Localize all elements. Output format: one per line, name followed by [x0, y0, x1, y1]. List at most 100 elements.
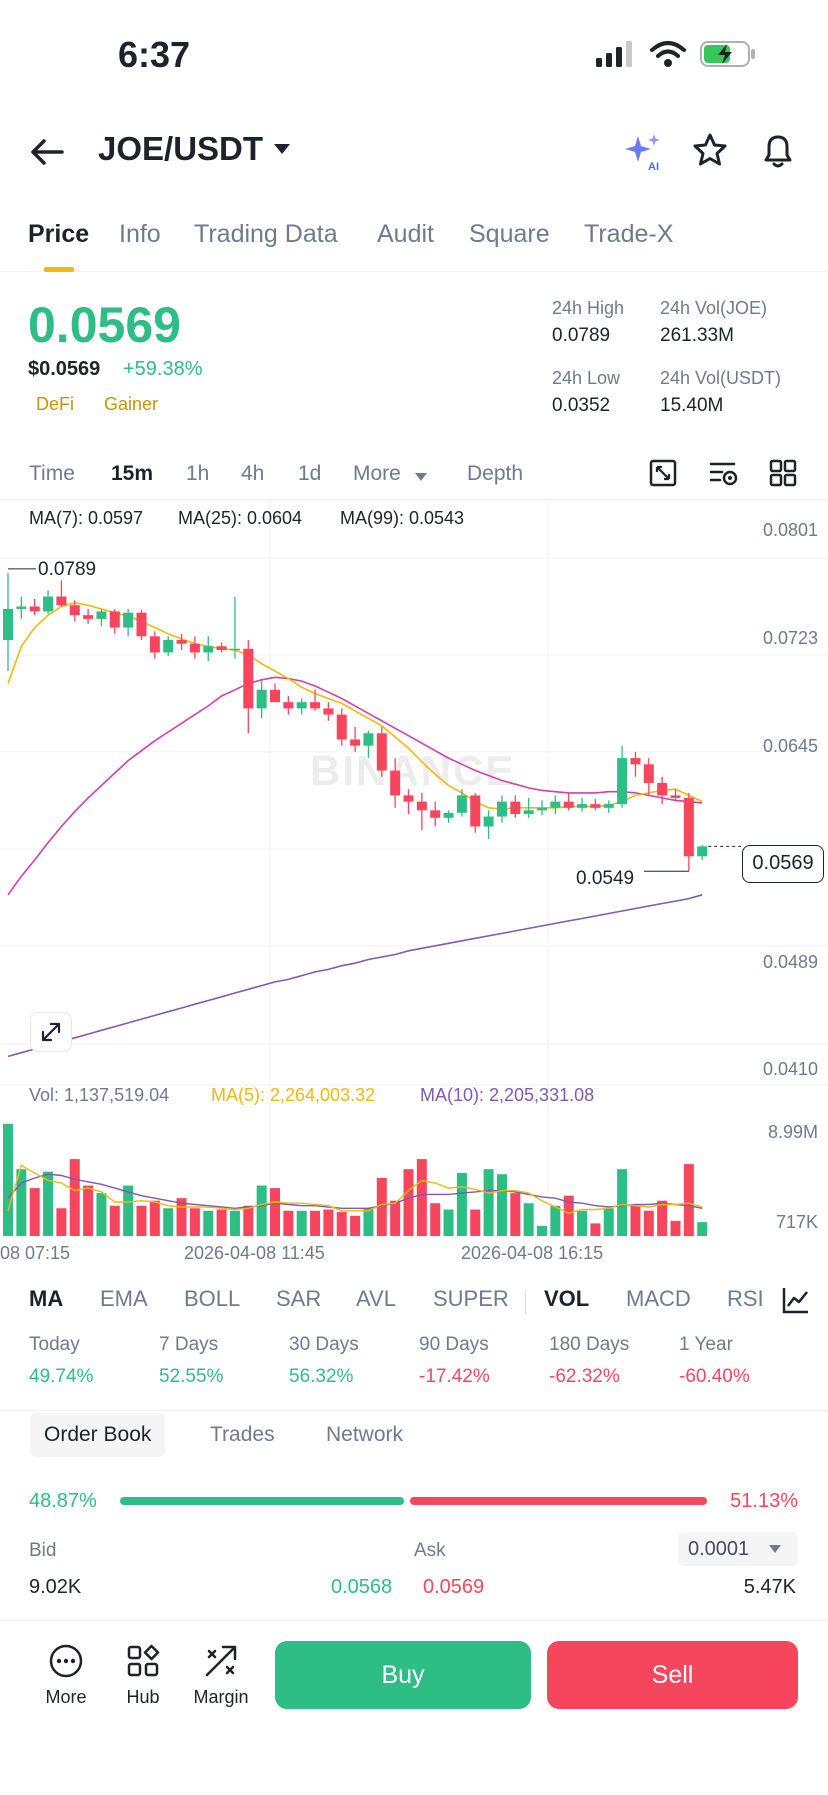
- tag-gainer[interactable]: Gainer: [104, 394, 159, 414]
- stat-24h-vol-usdt-label: 24h Vol(USDT): [660, 368, 782, 388]
- bottom-hub-label: Hub: [126, 1687, 160, 1707]
- candle-body: [643, 764, 654, 783]
- perf-label: 7 Days: [159, 1334, 219, 1355]
- indicator-vol[interactable]: VOL: [544, 1286, 590, 1311]
- indicator-boll[interactable]: BOLL: [184, 1286, 241, 1311]
- bid-column-label: Bid: [29, 1540, 57, 1561]
- volume-bar: [603, 1208, 614, 1236]
- interval-time[interactable]: Time: [29, 462, 75, 485]
- indicator-super[interactable]: SUPER: [433, 1286, 509, 1311]
- favorite-star-icon[interactable]: [692, 132, 728, 168]
- candle-body: [603, 804, 614, 808]
- candle-body: [430, 810, 441, 818]
- hub-grid-icon: [127, 1644, 160, 1677]
- volume-bar: [577, 1210, 588, 1236]
- volume-bar: [229, 1210, 240, 1236]
- perf-label: Today: [29, 1334, 80, 1355]
- tag-defi[interactable]: DeFi: [36, 394, 75, 414]
- tab-info[interactable]: Info: [119, 220, 161, 248]
- precision-selector[interactable]: 0.0001: [678, 1532, 798, 1566]
- bid-quantity: 9.02K: [29, 1576, 82, 1598]
- tab-network[interactable]: Network: [326, 1423, 404, 1446]
- indicator-avl[interactable]: AVL: [356, 1286, 396, 1311]
- perf-value: -60.40%: [679, 1366, 750, 1387]
- interval-1d[interactable]: 1d: [298, 462, 322, 485]
- volume-bar: [296, 1210, 307, 1236]
- volume-bar: [123, 1185, 134, 1236]
- bid-percentage: 48.87%: [29, 1490, 97, 1512]
- volume-bar: [496, 1174, 507, 1236]
- pair-dropdown-caret-icon[interactable]: [272, 142, 292, 156]
- tab-audit[interactable]: Audit: [377, 220, 434, 248]
- bottom-more-button[interactable]: More: [31, 1641, 101, 1708]
- ma99-legend: MA(99): 0.0543: [340, 508, 465, 528]
- volume-bar: [697, 1222, 708, 1236]
- price-axis-label: 0.0801: [762, 520, 818, 540]
- volume-bar: [350, 1215, 361, 1236]
- bottom-margin-button[interactable]: Margin: [186, 1641, 256, 1708]
- candle-body: [229, 648, 240, 651]
- volume-bar: [363, 1208, 374, 1236]
- bid-price: 0.0568: [331, 1576, 393, 1598]
- vol-ma10-legend: MA(10): 2,205,331.08: [420, 1085, 595, 1105]
- candle-body: [43, 596, 54, 612]
- tab-square[interactable]: Square: [469, 220, 550, 248]
- status-time: 6:37: [118, 34, 191, 75]
- perf-label: 30 Days: [289, 1334, 359, 1355]
- pair-title[interactable]: JOE/USDT: [98, 130, 264, 167]
- chart-fullscreen-icon[interactable]: [648, 458, 678, 488]
- chart-expand-button[interactable]: [30, 1012, 72, 1052]
- precision-value: 0.0001: [688, 1538, 750, 1560]
- ma7-legend: MA(7): 0.0597: [29, 508, 144, 528]
- notification-bell-icon[interactable]: [760, 132, 796, 170]
- tab-trade-x[interactable]: Trade-X: [584, 220, 674, 248]
- candle-body: [176, 640, 187, 644]
- interval-15m[interactable]: 15m: [111, 462, 154, 485]
- current-price-tag: 0.0569: [742, 845, 824, 883]
- pair-header: JOE/USDT AI: [0, 120, 828, 190]
- high-price-label: 0.0789: [38, 559, 96, 580]
- interval-depth[interactable]: Depth: [467, 462, 524, 485]
- volume-bar: [256, 1185, 267, 1236]
- back-arrow-icon[interactable]: [28, 132, 68, 172]
- stat-24h-low-label: 24h Low: [552, 368, 621, 388]
- buy-button[interactable]: Buy: [275, 1641, 531, 1709]
- candle-body: [163, 640, 174, 653]
- candle-body: [630, 758, 641, 765]
- tab-trades[interactable]: Trades: [210, 1423, 275, 1446]
- sell-button[interactable]: Sell: [547, 1641, 798, 1709]
- binance-watermark: BINANCE: [310, 747, 515, 794]
- wifi-icon: [650, 41, 686, 67]
- interval-1h[interactable]: 1h: [186, 462, 210, 485]
- volume-bar: [109, 1205, 120, 1236]
- tab-trading-data[interactable]: Trading Data: [194, 220, 338, 248]
- margin-icon: [205, 1645, 237, 1677]
- bottom-hub-button[interactable]: Hub: [108, 1641, 178, 1708]
- price-axis-label: 0.0645: [762, 736, 818, 756]
- chart-layout-grid-icon[interactable]: [768, 458, 798, 488]
- more-dots-icon: [49, 1644, 83, 1678]
- candle-body: [256, 689, 267, 709]
- indicator-macd[interactable]: MACD: [626, 1286, 691, 1311]
- indicator-ema[interactable]: EMA: [100, 1286, 148, 1311]
- indicator-settings-icon[interactable]: [780, 1284, 812, 1316]
- candle-body: [189, 643, 200, 653]
- candle-body: [16, 606, 27, 609]
- chart-settings-icon[interactable]: [708, 458, 740, 488]
- volume-bar: [537, 1225, 547, 1236]
- interval-more[interactable]: More: [353, 462, 401, 485]
- indicator-sar[interactable]: SAR: [276, 1286, 322, 1311]
- tab-price[interactable]: Price: [28, 220, 90, 248]
- candle-body: [403, 795, 414, 802]
- indicator-ma[interactable]: MA: [29, 1286, 64, 1311]
- ask-percentage: 51.13%: [730, 1490, 798, 1512]
- perf-today: Today 49.74%: [29, 1334, 93, 1388]
- tab-order-book[interactable]: Order Book: [30, 1413, 166, 1457]
- interval-4h[interactable]: 4h: [241, 462, 265, 485]
- volume-bar: [56, 1208, 67, 1236]
- ai-sparkle-icon[interactable]: AI: [624, 132, 664, 172]
- candlestick-chart[interactable]: BINANCE 0.0789 0.0549: [0, 500, 828, 1270]
- volume-bar: [376, 1178, 387, 1236]
- indicator-rsi[interactable]: RSI: [727, 1286, 764, 1311]
- candle-body: [136, 612, 147, 637]
